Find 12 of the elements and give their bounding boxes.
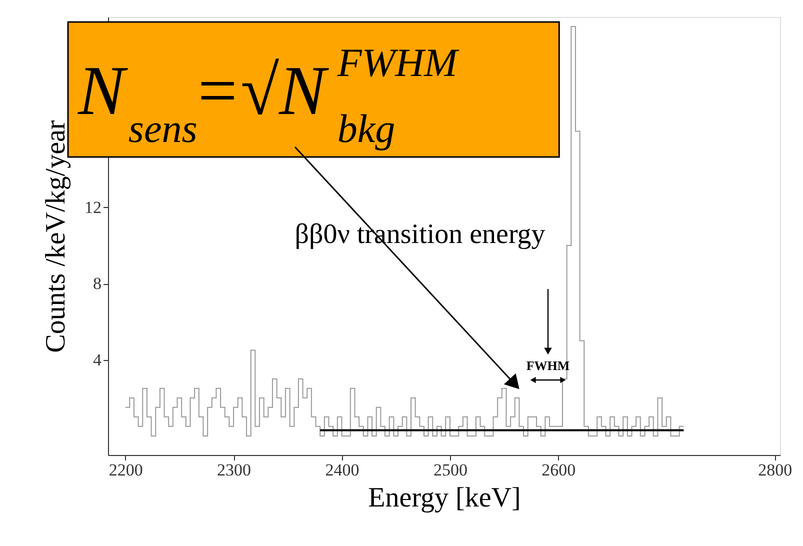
y-axis-title: Counts /keV/kg/year xyxy=(40,120,72,353)
y-tick-label: 4 xyxy=(93,350,102,370)
x-tick-label: 2200 xyxy=(108,460,143,480)
y-tick-label: 12 xyxy=(84,198,102,217)
y-tick-label: 8 xyxy=(93,274,102,294)
x-tick-label: 2300 xyxy=(217,460,252,480)
annotation: FWHM xyxy=(526,358,570,373)
x-tick-label: 2400 xyxy=(325,460,360,480)
x-axis-title: Energy [keV] xyxy=(368,482,521,514)
x-tick-label: 2600 xyxy=(542,460,576,480)
x-tick-label: 2500 xyxy=(433,460,468,480)
x-tick-label: 2800 xyxy=(758,460,792,480)
